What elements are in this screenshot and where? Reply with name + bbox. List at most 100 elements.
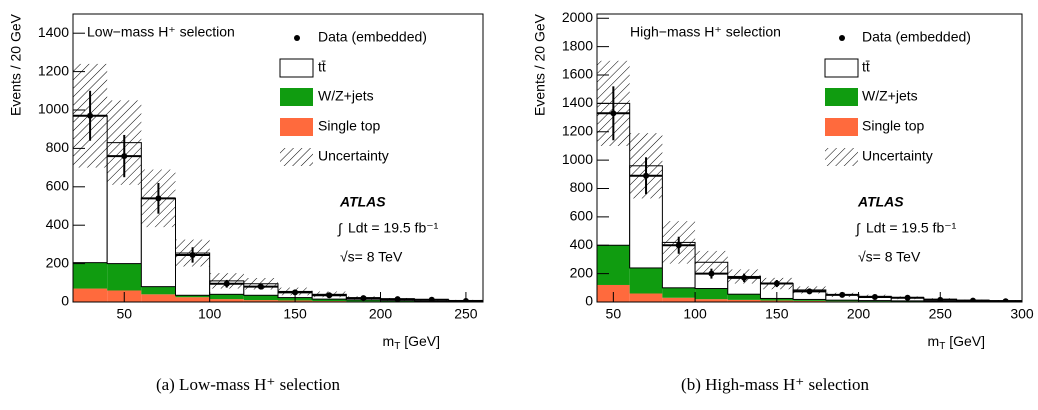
data-point bbox=[807, 288, 813, 294]
y-tick-label: 1400 bbox=[562, 94, 593, 110]
legend-swatch bbox=[825, 118, 858, 136]
x-axis-title: mT [GeV] bbox=[928, 333, 985, 352]
legend-label: W/Z+jets bbox=[318, 88, 374, 104]
x-axis-var: m bbox=[383, 333, 395, 349]
stack-bar bbox=[73, 289, 107, 302]
x-tick-label: 200 bbox=[369, 306, 393, 322]
y-tick-label: 200 bbox=[46, 254, 70, 270]
y-axis-title: Events / 20 GeV bbox=[532, 13, 548, 116]
integral-sign: ∫ bbox=[337, 221, 343, 237]
legend-swatch bbox=[280, 88, 313, 106]
caption: (b) High-mass H⁺ selection bbox=[681, 375, 869, 394]
luminosity-label: Ldt = 19.5 fb⁻¹ bbox=[866, 220, 957, 236]
data-point bbox=[774, 281, 780, 287]
data-point bbox=[190, 252, 196, 258]
energy-label: √s= 8 TeV bbox=[340, 249, 403, 265]
data-point bbox=[970, 298, 976, 304]
data-point bbox=[258, 284, 264, 290]
experiment-label: ATLAS bbox=[339, 194, 386, 210]
data-point bbox=[121, 153, 127, 159]
data-point bbox=[155, 195, 161, 201]
data-point bbox=[326, 292, 332, 298]
y-tick-label: 0 bbox=[61, 293, 69, 309]
data-point bbox=[395, 296, 401, 302]
legend-label: Single top bbox=[318, 118, 380, 134]
stack-bar bbox=[141, 294, 175, 302]
x-tick-label: 150 bbox=[283, 306, 307, 322]
x-tick-label: 50 bbox=[606, 306, 622, 322]
x-tick-label: 150 bbox=[765, 306, 789, 322]
stack-bar bbox=[662, 288, 695, 298]
x-tick-label: 100 bbox=[198, 306, 222, 322]
x-tick-label: 100 bbox=[683, 306, 707, 322]
y-tick-label: 2000 bbox=[562, 9, 593, 25]
experiment-label: ATLAS bbox=[857, 194, 904, 210]
stack-bar bbox=[630, 293, 663, 302]
data-point bbox=[905, 295, 911, 301]
y-tick-label: 600 bbox=[46, 178, 70, 194]
y-tick-label: 1800 bbox=[562, 37, 593, 53]
y-tick-label: 200 bbox=[570, 264, 594, 280]
y-tick-label: 1000 bbox=[38, 101, 69, 117]
selection-label: High−mass H⁺ selection bbox=[630, 24, 781, 40]
data-point bbox=[224, 281, 230, 287]
stack-bar bbox=[176, 297, 210, 302]
y-tick-label: 1200 bbox=[38, 62, 69, 78]
y-tick-label: 1600 bbox=[562, 66, 593, 82]
y-tick-label: 800 bbox=[46, 139, 70, 155]
data-point bbox=[839, 292, 845, 298]
integral-sign: ∫ bbox=[855, 221, 861, 237]
x-axis-unit: [GeV] bbox=[949, 333, 985, 349]
y-tick-label: 600 bbox=[570, 208, 594, 224]
stack-bar bbox=[630, 268, 663, 294]
x-tick-label: 200 bbox=[847, 306, 871, 322]
data-point bbox=[643, 173, 649, 179]
legend-label: Single top bbox=[862, 118, 924, 134]
data-point bbox=[741, 275, 747, 281]
energy-label: √s= 8 TeV bbox=[858, 249, 921, 265]
data-point bbox=[676, 242, 682, 248]
data-point bbox=[872, 294, 878, 300]
y-tick-label: 0 bbox=[585, 293, 593, 309]
stack-bar bbox=[662, 298, 695, 302]
legend-label: tt̄ bbox=[318, 59, 326, 75]
stack-bar bbox=[597, 245, 630, 285]
data-point bbox=[87, 113, 93, 119]
legend-swatch bbox=[280, 59, 313, 77]
y-tick-label: 400 bbox=[46, 216, 70, 232]
legend-label: Uncertainty bbox=[862, 148, 933, 164]
y-tick-label: 1200 bbox=[562, 122, 593, 138]
legend-label: tt̄ bbox=[862, 59, 870, 75]
legend-label: Uncertainty bbox=[318, 148, 389, 164]
plot-area bbox=[597, 61, 1022, 304]
legend-swatch bbox=[825, 59, 858, 77]
x-axis-unit: [GeV] bbox=[404, 333, 440, 349]
x-tick-label: 250 bbox=[929, 306, 953, 322]
data-point bbox=[360, 295, 366, 301]
x-tick-label: 300 bbox=[1010, 306, 1034, 322]
x-axis-var: m bbox=[928, 333, 940, 349]
y-tick-label: 1400 bbox=[38, 24, 69, 40]
legend-marker bbox=[294, 35, 300, 41]
legend-label: Data (embedded) bbox=[318, 29, 427, 45]
luminosity-label: Ldt = 19.5 fb⁻¹ bbox=[348, 220, 439, 236]
stack-bar bbox=[244, 295, 278, 300]
x-tick-label: 250 bbox=[454, 306, 478, 322]
x-axis-title: mT [GeV] bbox=[383, 333, 440, 352]
legend-marker bbox=[839, 35, 845, 41]
data-point bbox=[610, 110, 616, 116]
y-tick-label: 1000 bbox=[562, 151, 593, 167]
stack-bar bbox=[73, 263, 107, 289]
x-tick-label: 50 bbox=[116, 306, 132, 322]
legend-swatch bbox=[280, 148, 313, 166]
legend-label: Data (embedded) bbox=[862, 29, 971, 45]
caption: (a) Low-mass H⁺ selection bbox=[156, 375, 341, 394]
legend-swatch bbox=[825, 88, 858, 106]
legend-swatch bbox=[825, 148, 858, 166]
selection-label: Low−mass H⁺ selection bbox=[87, 24, 235, 40]
stack-bar bbox=[695, 289, 728, 300]
y-axis-title: Events / 20 GeV bbox=[8, 13, 24, 116]
y-tick-label: 400 bbox=[570, 236, 594, 252]
